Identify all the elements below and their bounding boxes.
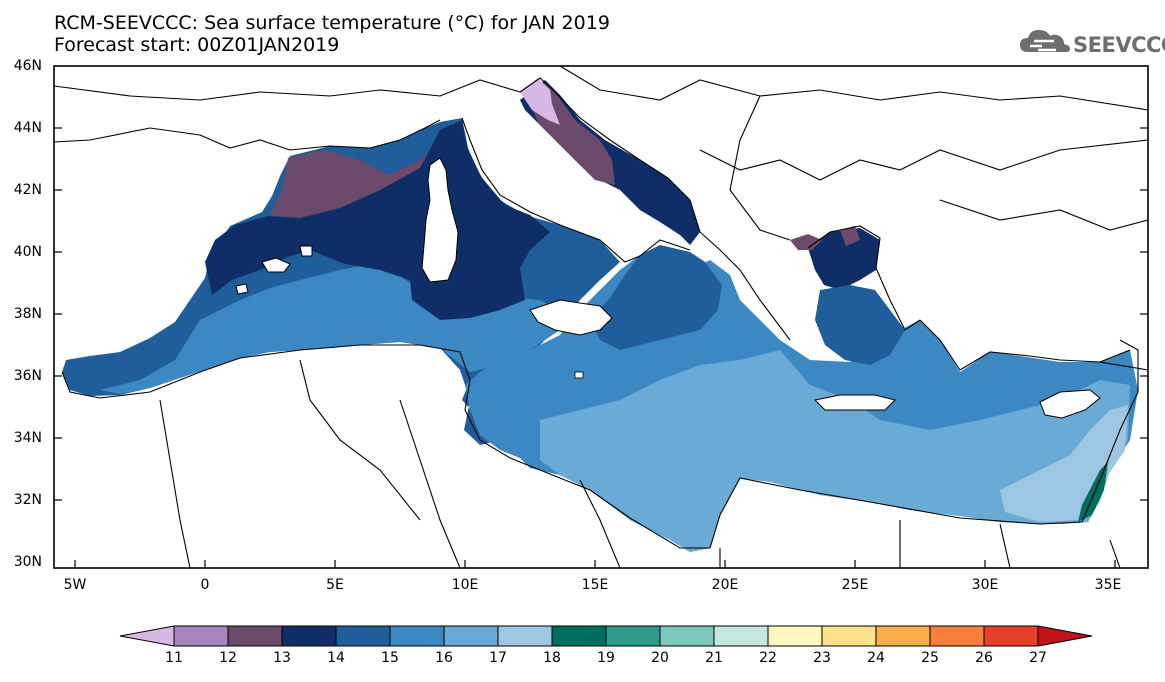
colorbar-swatch [929, 625, 985, 647]
sst-field-ionian [590, 245, 722, 350]
colorbar-swatch [173, 625, 229, 647]
colorbar-under-arrow [119, 625, 175, 647]
lon-label: 15E [581, 577, 609, 593]
colorbar [119, 625, 1093, 647]
colorbar-tick-label: 12 [219, 650, 237, 666]
colorbar-tick-label: 11 [165, 650, 183, 666]
colorbar-tick-label: 18 [543, 650, 561, 666]
lat-label: 32N [13, 492, 42, 508]
lon-label: 20E [711, 577, 739, 593]
lat-label: 34N [13, 430, 42, 446]
colorbar-swatch [821, 625, 877, 647]
lat-label: 42N [13, 182, 42, 198]
lon-label: 10E [451, 577, 479, 593]
cloud-icon [1020, 30, 1070, 52]
lon-label: 5W [63, 577, 87, 593]
colorbar-swatch [875, 625, 931, 647]
map-area [54, 66, 1148, 568]
colorbar-swatch [713, 625, 769, 647]
crete-land [813, 394, 896, 411]
map-frame [53, 65, 1149, 569]
colorbar-swatch [767, 625, 823, 647]
colorbar-swatch [227, 625, 283, 647]
malta-land [574, 371, 584, 379]
lat-label: 30N [13, 554, 42, 570]
colorbar-swatch [659, 625, 715, 647]
colorbar-tick-label: 17 [489, 650, 507, 666]
lat-label: 36N [13, 368, 42, 384]
colorbar-tick-label: 24 [867, 650, 885, 666]
lon-label: 5E [326, 577, 344, 593]
lon-label: 35E [1094, 577, 1122, 593]
sst-field-trieste [520, 78, 560, 125]
colorbar-over-arrow [1037, 625, 1093, 647]
colorbar-tick-label: 25 [921, 650, 939, 666]
sst-field-west-south [100, 262, 560, 394]
colorbar-tick-label: 26 [975, 650, 993, 666]
sst-field-central-aegean [815, 285, 905, 365]
balearic-islands [235, 245, 313, 295]
colorbar-swatch [497, 625, 553, 647]
forecast-start-subtitle: Forecast start: 00Z01JAN2019 [54, 34, 340, 56]
lon-label: 25E [841, 577, 869, 593]
coastlines [54, 66, 1148, 568]
colorbar-tick-label: 22 [759, 650, 777, 666]
sicily-land [529, 299, 613, 336]
lat-label: 44N [13, 120, 42, 136]
lon-label: 30E [971, 577, 999, 593]
lat-label: 40N [13, 244, 42, 260]
colorbar-tick-label: 13 [273, 650, 291, 666]
colorbar-tick-label: 21 [705, 650, 723, 666]
colorbar-tick-label: 14 [327, 650, 345, 666]
sst-field-libyan-sea [540, 350, 1130, 552]
lat-label: 38N [13, 306, 42, 322]
colorbar-tick-label: 15 [381, 650, 399, 666]
colorbar-tick-label: 23 [813, 650, 831, 666]
corsica-sardinia-land [421, 157, 459, 283]
colorbar-swatch [443, 625, 499, 647]
colorbar-tick-label: 27 [1029, 650, 1047, 666]
colorbar-swatch [335, 625, 391, 647]
colorbar-tick-label: 19 [597, 650, 615, 666]
sst-field-north-aegean [808, 228, 880, 290]
colorbar-tick-label: 16 [435, 650, 453, 666]
colorbar-tick-label: 20 [651, 650, 669, 666]
colorbar-swatch [281, 625, 337, 647]
colorbar-swatch [605, 625, 661, 647]
seevccc-logo: SEEVCCC [1018, 24, 1165, 64]
sst-field-tyrrhenian [205, 120, 550, 320]
axis-ticks [54, 127, 1148, 568]
colorbar-swatch [983, 625, 1039, 647]
sst-field-gulf-of-lion [270, 140, 445, 218]
colorbar-swatch [389, 625, 445, 647]
colorbar-swatch [551, 625, 607, 647]
lat-label: 46N [13, 58, 42, 74]
sst-field-levant-coast [1078, 462, 1108, 522]
sst-field-thermaic [790, 226, 860, 250]
logo-wordmark: SEEVCCC [1073, 33, 1165, 57]
lon-label: 0 [200, 577, 210, 593]
cyprus-land [1039, 389, 1101, 419]
map-title: RCM-SEEVCCC: Sea surface temperature (°C… [54, 12, 610, 34]
